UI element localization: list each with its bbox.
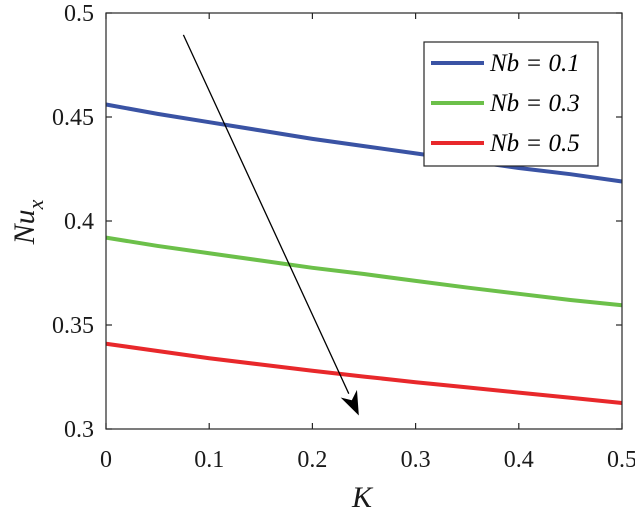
y-tick-label: 0.3 xyxy=(64,417,94,443)
trend-arrow-line xyxy=(182,34,350,394)
x-tick-label: 0.1 xyxy=(194,447,224,473)
series-line-2 xyxy=(105,235,623,308)
series-line-1 xyxy=(105,102,623,184)
legend: Nb = 0.1 Nb = 0.3 Nb = 0.5 xyxy=(423,41,599,167)
legend-label-1: Nb = 0.1 xyxy=(489,50,580,77)
svg-text:Nux: Nux xyxy=(8,199,48,245)
x-tick-label: 0.4 xyxy=(504,447,534,473)
y-axis-label-base: Nu xyxy=(8,209,41,245)
y-tick-label: 0.45 xyxy=(52,105,94,131)
legend-label-3: Nb = 0.5 xyxy=(489,130,580,157)
x-tick-label: 0.2 xyxy=(297,447,327,473)
series-line-3 xyxy=(105,341,623,405)
x-axis-label: K xyxy=(351,481,374,514)
axes xyxy=(105,12,623,430)
y-tick-label: 0.4 xyxy=(64,209,94,235)
x-tick-label: 0.5 xyxy=(607,447,635,473)
legend-label-2: Nb = 0.3 xyxy=(489,90,580,117)
trend-arrow-head xyxy=(340,389,359,416)
tick-labels: 0 0.1 0.2 0.3 0.4 0.5 0.3 0.35 0.4 0.45 0.5 xyxy=(52,1,635,473)
x-tick-label: 0 xyxy=(100,447,112,473)
y-tick-label: 0.5 xyxy=(64,1,94,27)
y-axis-label-sub: x xyxy=(23,199,48,210)
y-tick-label: 0.35 xyxy=(52,313,94,339)
y-axis-label: Nux xyxy=(8,199,48,245)
x-tick-label: 0.3 xyxy=(401,447,431,473)
